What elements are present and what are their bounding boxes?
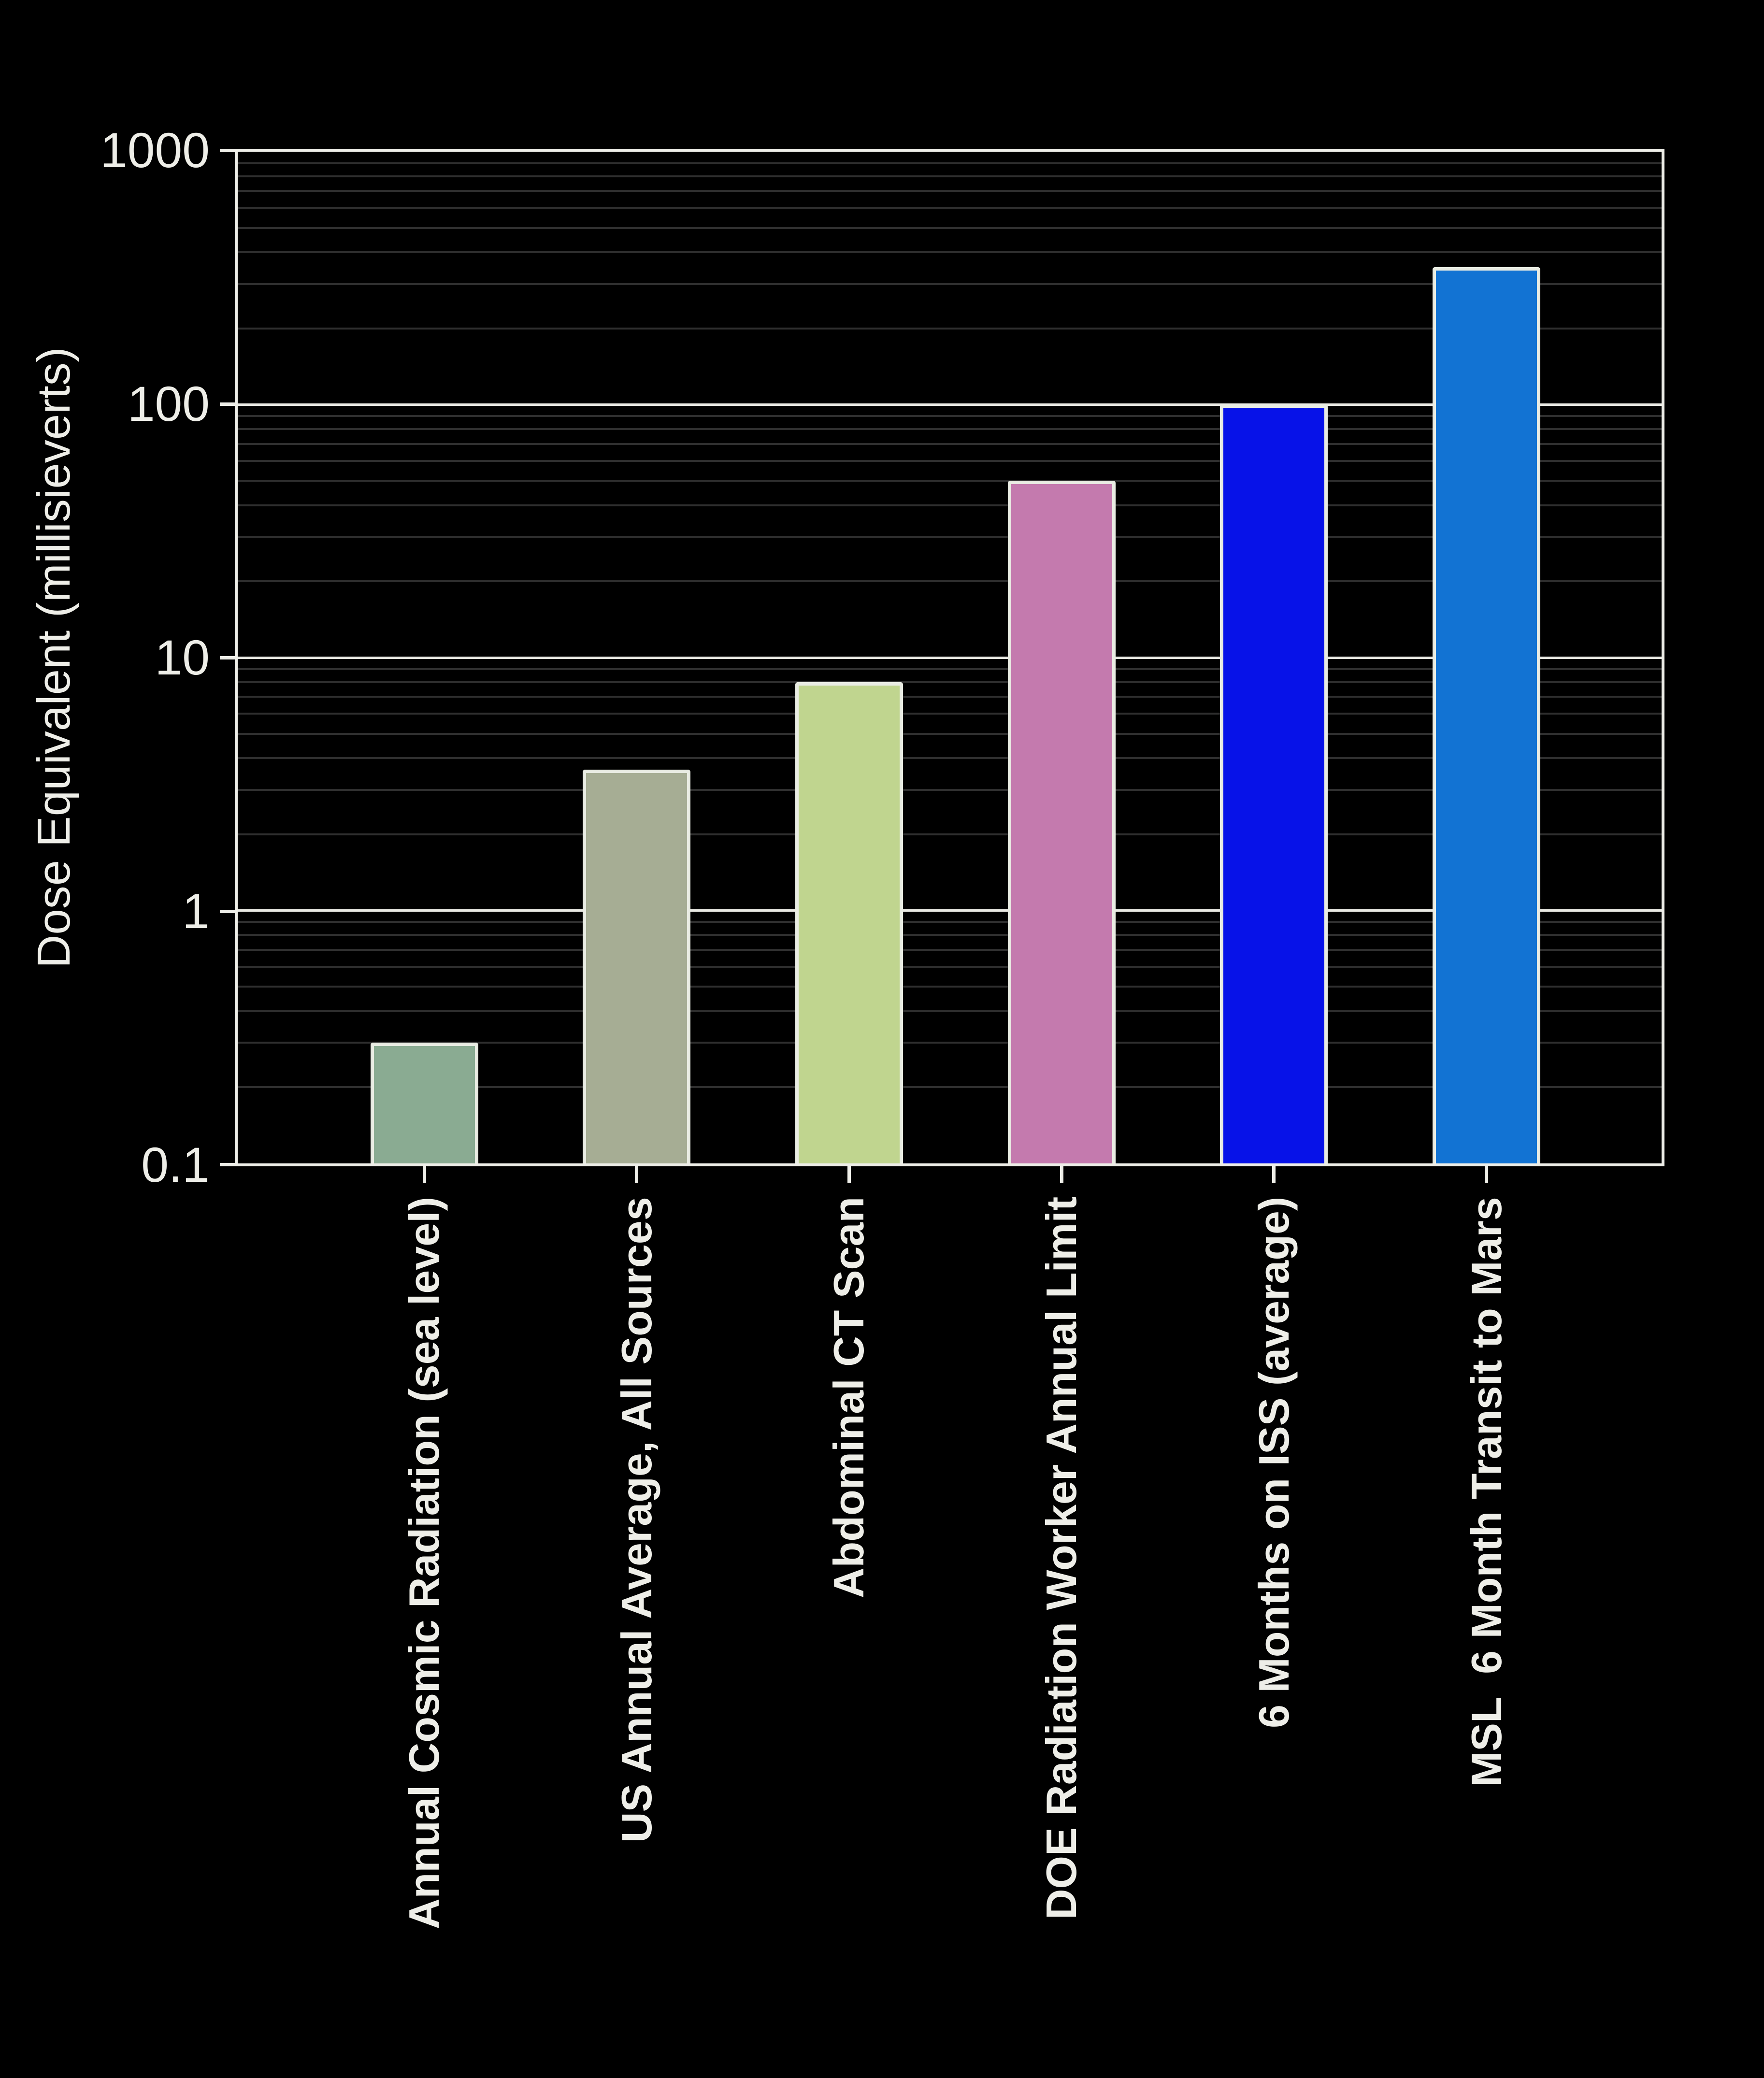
y-tick-mark xyxy=(220,656,236,659)
x-label-annual-cosmic-radiation: Annual Cosmic Radiation (sea level) xyxy=(400,1197,448,1929)
gridline-minor xyxy=(238,283,1662,285)
gridline-minor xyxy=(238,480,1662,482)
gridline-minor xyxy=(238,1086,1662,1089)
gridline-minor xyxy=(238,681,1662,683)
x-label-us-annual-average: US Annual Average, All Sources xyxy=(612,1197,660,1843)
gridline-minor xyxy=(238,948,1662,951)
bar-abdominal-ct-scan xyxy=(795,682,903,1163)
gridline-minor xyxy=(238,921,1662,923)
y-tick-label-1000: 1000 xyxy=(100,123,210,178)
x-tick-mark xyxy=(847,1166,851,1183)
gridline-minor xyxy=(238,986,1662,988)
y-tick-mark xyxy=(220,149,236,152)
y-tick-mark xyxy=(220,910,236,913)
bar-6-months-on-iss xyxy=(1220,404,1328,1163)
plot-area xyxy=(235,149,1664,1166)
gridline-minor xyxy=(238,580,1662,583)
y-tick-label-10: 10 xyxy=(155,630,210,685)
bar-us-annual-average xyxy=(583,770,691,1163)
gridline-minor xyxy=(238,732,1662,735)
gridline-minor xyxy=(238,327,1662,330)
x-label-msl-transit-to-mars: MSL 6 Month Transit to Mars xyxy=(1462,1197,1510,1787)
gridline-minor xyxy=(238,227,1662,229)
gridline-major xyxy=(238,656,1662,659)
x-tick-mark xyxy=(1485,1166,1489,1183)
gridline-minor xyxy=(238,443,1662,445)
gridline-minor xyxy=(238,190,1662,192)
gridline-minor xyxy=(238,934,1662,936)
gridline-minor xyxy=(238,788,1662,791)
gridline-minor xyxy=(238,1010,1662,1012)
x-label-6-months-on-iss: 6 Months on ISS (average) xyxy=(1249,1197,1298,1729)
gridline-minor xyxy=(238,965,1662,968)
y-tick-label-100: 100 xyxy=(127,376,210,431)
x-tick-mark xyxy=(422,1166,426,1183)
gridline-minor xyxy=(238,504,1662,506)
gridline-minor xyxy=(238,1042,1662,1044)
gridline-minor xyxy=(238,175,1662,177)
gridline-minor xyxy=(238,251,1662,254)
gridline-major xyxy=(238,403,1662,406)
x-tick-mark xyxy=(1272,1166,1276,1183)
gridline-minor xyxy=(238,428,1662,430)
x-tick-mark xyxy=(1060,1166,1063,1183)
gridline-minor xyxy=(238,459,1662,462)
y-tick-mark xyxy=(220,1163,236,1166)
gridline-minor xyxy=(238,696,1662,698)
gridline-minor xyxy=(238,162,1662,164)
gridline-minor xyxy=(238,757,1662,760)
gridline-minor xyxy=(238,536,1662,538)
x-tick-mark xyxy=(635,1166,639,1183)
gridline-minor xyxy=(238,668,1662,670)
y-tick-label-1: 1 xyxy=(182,884,210,939)
x-label-doe-worker-annual-limit: DOE Radiation Worker Annual Limit xyxy=(1037,1197,1086,1920)
gridline-major xyxy=(238,909,1662,912)
bar-annual-cosmic-radiation xyxy=(370,1043,478,1163)
y-tick-mark xyxy=(220,402,236,406)
x-label-abdominal-ct-scan: Abdominal CT Scan xyxy=(825,1197,873,1599)
bar-msl-transit-to-mars xyxy=(1433,267,1541,1163)
gridline-minor xyxy=(238,833,1662,835)
bar-doe-worker-annual-limit xyxy=(1007,481,1116,1163)
gridline-minor xyxy=(238,415,1662,417)
gridline-minor xyxy=(238,713,1662,715)
y-tick-label-0p1: 0.1 xyxy=(141,1137,210,1192)
gridline-minor xyxy=(238,207,1662,209)
